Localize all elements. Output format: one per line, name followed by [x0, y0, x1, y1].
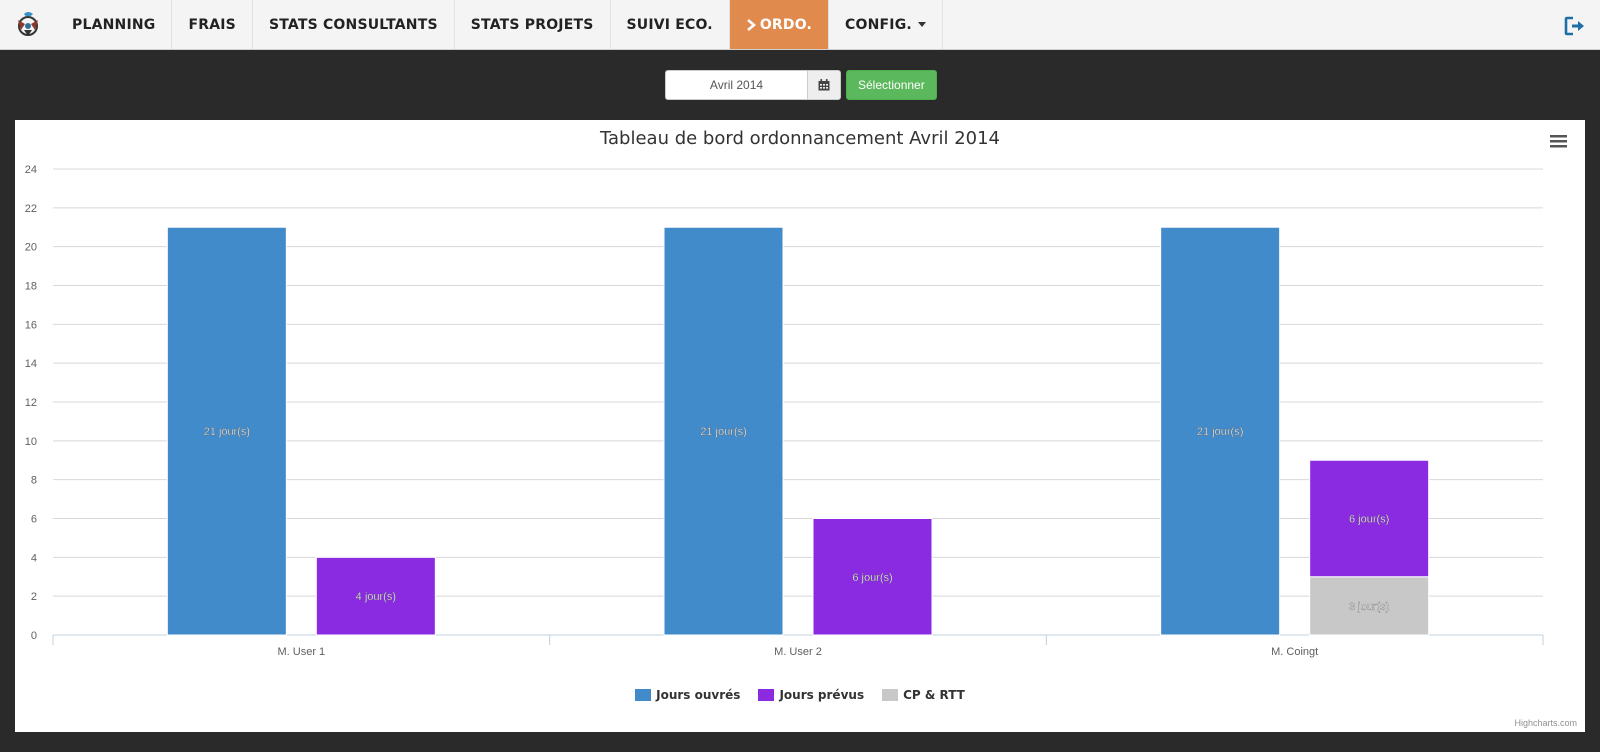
legend-item[interactable]: Jours prévus: [758, 688, 864, 702]
nav-ordo[interactable]: ORDO.: [729, 0, 830, 49]
logout-icon[interactable]: [1564, 16, 1586, 36]
data-label: 3 jour(s): [1349, 601, 1389, 613]
nav-ordo-label: ORDO.: [759, 16, 813, 33]
chart-credits[interactable]: Highcharts.com: [1514, 718, 1577, 728]
y-tick-label: 0: [31, 630, 37, 642]
data-label: 6 jour(s): [1349, 514, 1389, 526]
legend-item[interactable]: Jours ouvrés: [635, 688, 740, 702]
chart-panel: Tableau de bord ordonnancement Avril 201…: [15, 120, 1585, 732]
hamburger-menu-icon[interactable]: [1550, 134, 1567, 148]
y-tick-label: 12: [25, 397, 37, 409]
y-tick-label: 4: [31, 552, 37, 564]
nav-suivi-eco-label: SUIVI ECO.: [626, 16, 713, 33]
chart-title: Tableau de bord ordonnancement Avril 201…: [600, 128, 1000, 149]
nav-stats-projets[interactable]: STATS PROJETS: [455, 0, 611, 49]
legend-swatch: [758, 689, 775, 701]
bar: [166, 226, 287, 636]
y-tick-label: 24: [25, 164, 37, 176]
y-tick-label: 6: [31, 514, 37, 526]
legend-item[interactable]: CP & RTT: [882, 688, 965, 702]
nav-config-dropdown[interactable]: CONFIG.: [829, 0, 943, 49]
x-tick-label: M. User 1: [277, 646, 325, 658]
brand-logo[interactable]: [0, 0, 56, 50]
chart-legend: Jours ouvrés Jours prévus CP & RTT: [15, 688, 1585, 702]
calendar-icon: [818, 79, 830, 91]
x-tick-label: M. Coingt: [1271, 646, 1318, 658]
nav-config-label: CONFIG.: [845, 16, 912, 33]
nav-planning[interactable]: PLANNING: [56, 0, 173, 49]
nav-stats-consultants[interactable]: STATS CONSULTANTS: [253, 0, 455, 49]
bar: [1309, 459, 1430, 578]
legend-swatch: [635, 689, 652, 701]
legend-label: CP & RTT: [903, 688, 965, 702]
legend-label: Jours ouvrés: [656, 688, 741, 702]
data-label: 6 jour(s): [852, 572, 892, 584]
y-tick-label: 18: [25, 281, 37, 293]
y-tick-label: 2: [31, 591, 37, 603]
y-tick-label: 22: [25, 203, 37, 215]
bar: [663, 226, 784, 636]
select-button[interactable]: Sélectionner: [846, 70, 937, 100]
bar: [315, 556, 436, 636]
month-selector-toolbar: Sélectionner: [665, 70, 937, 100]
legend-label: Jours prévus: [779, 688, 865, 702]
calendar-button[interactable]: [807, 70, 841, 100]
data-label: 4 jour(s): [356, 591, 396, 603]
caret-down-icon: [917, 22, 926, 27]
data-label: 21 jour(s): [204, 426, 250, 438]
y-tick-label: 14: [25, 358, 37, 370]
bar: [812, 518, 933, 636]
nav-planning-label: PLANNING: [72, 16, 156, 33]
y-tick-label: 16: [25, 319, 37, 331]
y-tick-label: 20: [25, 242, 37, 254]
x-tick-label: M. User 2: [774, 646, 822, 658]
y-tick-label: 8: [31, 475, 37, 487]
logo-icon: [18, 12, 38, 36]
nav-stats-projets-label: STATS PROJETS: [470, 16, 594, 33]
nav-frais-label: FRAIS: [188, 16, 236, 33]
nav-suivi-eco[interactable]: SUIVI ECO.: [611, 0, 730, 49]
chevron-right-icon: [746, 18, 756, 31]
data-label: 21 jour(s): [700, 426, 746, 438]
bar: [1160, 226, 1281, 636]
legend-swatch: [882, 689, 899, 701]
top-navbar: PLANNING FRAIS STATS CONSULTANTS STATS P…: [0, 0, 1600, 50]
nav-stats-consultants-label: STATS CONSULTANTS: [268, 16, 438, 33]
bar: [1309, 576, 1430, 636]
data-label: 21 jour(s): [1197, 426, 1243, 438]
nav-frais[interactable]: FRAIS: [172, 0, 253, 49]
y-tick-label: 10: [25, 436, 37, 448]
month-input[interactable]: [665, 70, 807, 100]
